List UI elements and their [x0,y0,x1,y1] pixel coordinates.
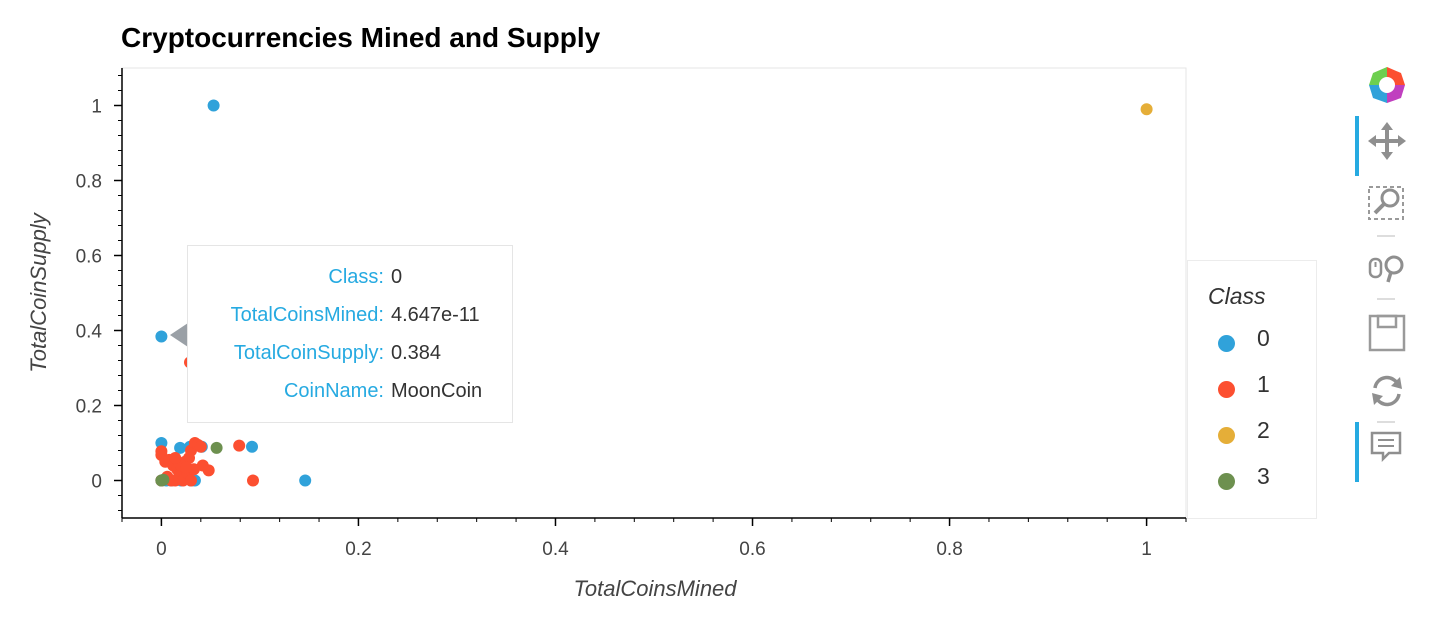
y-tick-label: 0.6 [76,247,102,268]
tooltip-row-coinname: CoinName: MoonCoin [188,380,512,410]
box-zoom-icon [1368,186,1404,220]
hover-icon [1370,431,1402,463]
point-class-1-29[interactable] [180,461,192,474]
legend-swatch [1218,427,1235,444]
point-class-0-0[interactable] [207,99,220,112]
legend-label: 1 [1257,371,1270,397]
tooltip-value: 0.384 [391,342,442,364]
point-class-1-28[interactable] [169,452,182,464]
legend-title: Class [1208,283,1266,309]
tooltip-key: CoinName: [283,380,384,402]
bokeh-logo-icon [1369,67,1405,103]
legend-label: 3 [1257,463,1270,489]
point-class-0-1[interactable] [155,330,168,343]
x-tick-label: 0.4 [542,539,569,560]
tooltip-arrow [170,323,188,347]
box-zoom-tool[interactable] [1355,178,1415,228]
y-tick-label: 0 [91,472,102,493]
tooltip-key: TotalCoinsMined: [230,304,384,326]
point-class-3-2[interactable] [157,473,170,486]
save-tool[interactable] [1355,308,1415,358]
x-tick-label: 0.6 [739,539,765,560]
x-tick-label: 1 [1141,539,1152,560]
tooltip-row-mined: TotalCoinsMined: 4.647e-11 [188,304,512,334]
reset-tool[interactable] [1355,366,1415,416]
x-tick-label: 0 [156,539,167,560]
point-class-1-17[interactable] [247,474,259,487]
legend: Class 0 1 2 3 [1187,260,1317,519]
pan-tool[interactable] [1355,116,1415,176]
x-tick-label: 0.2 [345,539,371,560]
tooltip-value: 4.647e-11 [391,304,480,326]
y-tick-label: 0.4 [76,322,103,343]
point-class-0-6[interactable] [246,440,258,453]
legend-label: 2 [1257,417,1270,443]
bokeh-logo-button[interactable] [1355,60,1415,110]
reset-icon [1372,375,1402,407]
save-icon [1368,314,1406,352]
toolbar-separator [1377,298,1395,300]
point-class-0-3[interactable] [174,441,187,454]
x-axis-title: TotalCoinsMined [573,576,737,601]
y-tick-label: 1 [91,97,102,118]
point-class-0-2[interactable] [155,437,168,449]
legend-swatch [1218,335,1235,352]
legend-swatch [1218,381,1235,398]
tooltip-value: MoonCoin [391,380,483,402]
tooltip-key: Class: [328,266,384,288]
point-class-2-0[interactable] [1140,103,1153,116]
y-tick-label: 0.2 [76,397,102,418]
tooltip-row-class: Class: 0 [188,266,512,296]
y-axis-title: TotalCoinSupply [26,211,51,372]
point-class-1-13[interactable] [194,440,207,453]
points-layer [155,99,1153,487]
y-tick-label: 0.8 [76,172,102,193]
axes-layer: 0 0.2 0.4 0.6 0.8 1 0 0.2 0.4 0.6 0.8 1 [76,68,1187,560]
pan-icon [1368,122,1406,160]
tooltip-key: TotalCoinSupply: [233,342,384,364]
point-class-3-0[interactable] [210,441,223,454]
wheel-zoom-icon [1368,255,1404,283]
toolbar-separator [1377,421,1395,423]
plot-toolbar [1355,60,1415,500]
wheel-zoom-tool[interactable] [1355,244,1415,294]
point-class-1-16[interactable] [233,439,246,452]
point-class-0-7[interactable] [299,474,312,487]
tooltip-value: 0 [391,266,403,288]
legend-swatch [1218,473,1235,490]
toolbar-separator [1377,235,1395,237]
hover-tool[interactable] [1355,422,1415,482]
point-class-1-15[interactable] [202,464,215,477]
x-tick-label: 0.8 [936,539,962,560]
hover-tooltip: Class: 0 TotalCoinsMined: 4.647e-11 Tota… [187,245,513,423]
chart-title: Cryptocurrencies Mined and Supply [121,22,601,53]
point-class-1-25[interactable] [185,474,197,487]
legend-label: 0 [1257,325,1270,351]
tooltip-row-supply: TotalCoinSupply: 0.384 [188,342,512,372]
